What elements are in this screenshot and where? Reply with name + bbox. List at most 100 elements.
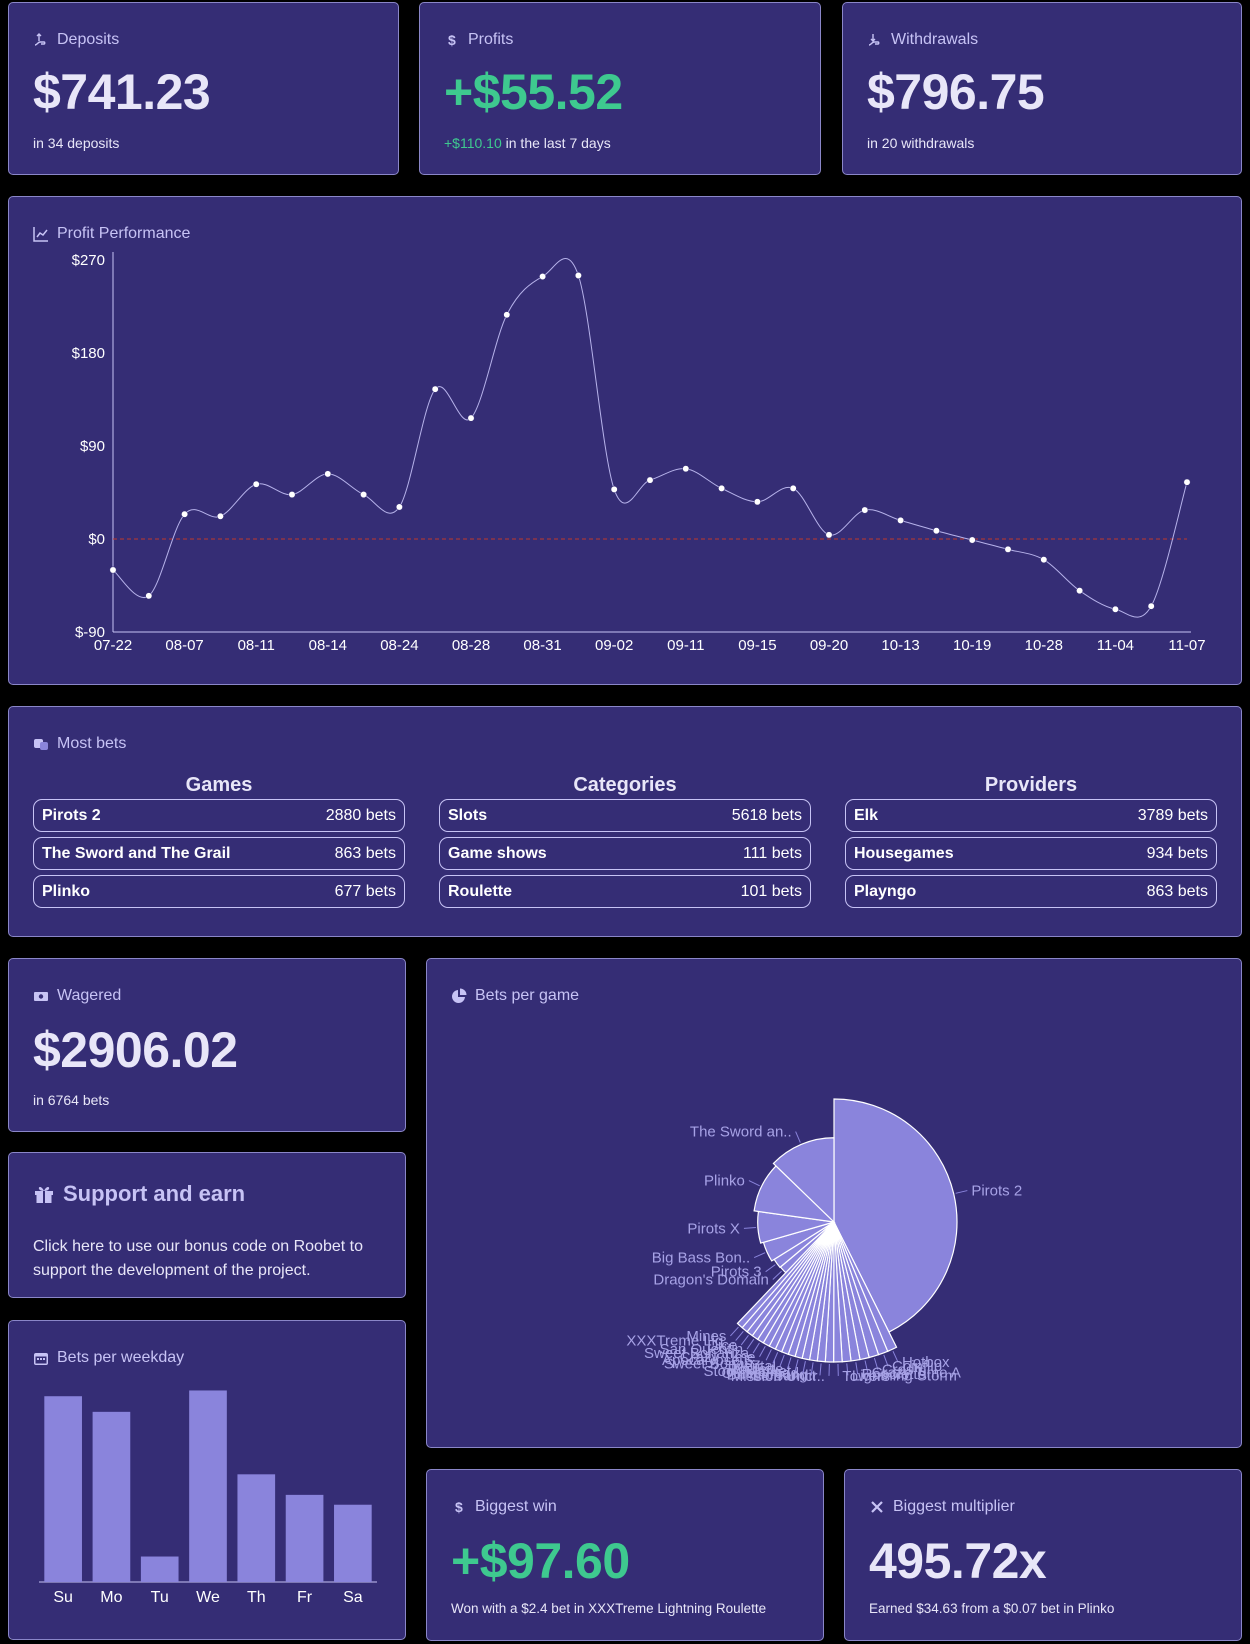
data-point xyxy=(682,465,690,473)
gift-icon xyxy=(35,1186,53,1203)
biggest-multiplier-card: Biggest multiplier 495.72x Earned $34.63… xyxy=(844,1469,1242,1641)
data-point xyxy=(216,512,224,520)
slice-label: Dice xyxy=(707,1337,737,1354)
x-tick-label: 07-22 xyxy=(94,637,132,654)
profit-series-line xyxy=(112,258,1188,618)
slice-label-line xyxy=(786,1357,792,1369)
support-card[interactable]: Support and earn Click here to use our b… xyxy=(8,1152,406,1298)
dice-icon xyxy=(34,739,48,750)
weekday-label: Th xyxy=(247,1589,266,1606)
data-point xyxy=(861,506,869,514)
slice-label: Lightning Storm xyxy=(852,1367,957,1384)
data-point xyxy=(1183,478,1191,486)
slice-label: Mission Uncr.. xyxy=(731,1368,825,1385)
profits-value: +$55.52 xyxy=(444,64,623,120)
biggest-multiplier-title: Biggest multiplier xyxy=(869,1498,1015,1516)
providers-item: Playngo 863 bets xyxy=(845,875,1217,908)
slice-label-line xyxy=(759,1346,766,1358)
data-point xyxy=(1076,587,1084,595)
data-point xyxy=(539,273,547,280)
data-point xyxy=(503,311,511,319)
categories-item: Roulette 101 bets xyxy=(439,875,811,908)
slice-label-line xyxy=(855,1362,859,1375)
slice-label: Le Bandit xyxy=(753,1367,817,1384)
x-tick-label: 10-13 xyxy=(881,637,919,654)
weekday-bar xyxy=(92,1411,131,1582)
weekday-bar xyxy=(285,1494,324,1582)
weekday-label: We xyxy=(196,1589,220,1606)
slice-label: San Quentin xyxy=(660,1341,743,1358)
slice-label-line xyxy=(743,1227,756,1229)
bets-per-game-card: Bets per game Pirots 2 Hotbox Coinflip Cras… xyxy=(426,958,1242,1448)
withdraw-hand-icon xyxy=(868,34,880,46)
bets-per-weekday-title: Bets per weekday xyxy=(33,1349,184,1367)
slice-label: Crash xyxy=(882,1362,922,1379)
x-tick-label: 09-11 xyxy=(667,637,704,654)
data-point xyxy=(610,485,618,493)
wagered-card: Wagered $2906.02 in 6764 bets xyxy=(8,958,406,1132)
game-slice xyxy=(736,1221,835,1329)
withdrawals-sub: in 20 withdrawals xyxy=(867,135,975,151)
slice-label-line xyxy=(752,1342,760,1354)
withdrawals-card: Withdrawals $796.75 in 20 withdrawals xyxy=(842,2,1242,175)
games-item: Plinko 677 bets xyxy=(33,875,405,908)
slice-label-line xyxy=(748,1180,760,1187)
support-text[interactable]: Click here to use our bonus code on Roob… xyxy=(33,1238,363,1279)
x-tick-label: 11-04 xyxy=(1097,637,1134,654)
data-point xyxy=(825,531,833,539)
data-point xyxy=(1147,602,1155,610)
slice-label: Dragon's Domain xyxy=(653,1271,768,1288)
pie-chart-icon xyxy=(452,988,467,1003)
dollar-icon: $ xyxy=(448,32,456,48)
slice-label: Pirots 3 xyxy=(711,1264,762,1281)
games-heading: Games xyxy=(185,774,253,796)
weekday-label: Mo xyxy=(100,1589,122,1606)
data-point xyxy=(718,484,726,492)
slice-label-line xyxy=(746,1338,755,1350)
games-item: The Sword and The Grail 863 bets xyxy=(33,837,405,870)
weekday-bar-chart: Su Mo Tu We Th Fr Sa xyxy=(39,1390,377,1606)
biggest-multiplier-label: Biggest multiplier xyxy=(893,1498,1015,1515)
data-point xyxy=(897,516,905,524)
data-point xyxy=(574,272,582,279)
slice-label: Pirots X xyxy=(687,1220,740,1237)
x-tick-label: 08-24 xyxy=(380,637,418,654)
data-point xyxy=(467,414,475,422)
wagered-sub: in 6764 bets xyxy=(33,1092,110,1108)
slice-label-line xyxy=(779,1354,785,1367)
slice-label-line xyxy=(864,1360,869,1373)
most-bets-label: Most bets xyxy=(57,735,127,752)
providers-heading: Providers xyxy=(984,774,1078,796)
slice-label: Pirots 2 xyxy=(971,1183,1022,1200)
y-tick-label: $180 xyxy=(72,345,105,362)
slice-label: Mental xyxy=(731,1358,776,1375)
most-bets-card: Most bets Games Pirots 2 2880 bets The Sw… xyxy=(8,706,1242,937)
y-tick-label: $0 xyxy=(88,531,105,548)
x-tick-label: 11-07 xyxy=(1168,637,1205,654)
y-tick-label: $-90 xyxy=(75,624,105,641)
slice-label-line xyxy=(772,1352,779,1364)
categories-item: Game shows 111 bets xyxy=(439,837,811,870)
deposits-card: Deposits $741.23 in 34 deposits xyxy=(8,2,399,175)
slice-label-line xyxy=(765,1349,772,1361)
x-tick-label: 08-14 xyxy=(309,637,347,654)
bets-per-game-title: Bets per game xyxy=(451,987,579,1005)
data-point xyxy=(145,592,153,600)
profits-label: Profits xyxy=(468,31,514,48)
biggest-win-title: $ Biggest win xyxy=(451,1498,557,1516)
slice-label: The Sword an.. xyxy=(690,1124,792,1141)
profit-line-chart: $-90 $0 $90 $180 $270 07-22 08-07 08-11 08-14 08-… xyxy=(72,252,1206,654)
wagered-title: Wagered xyxy=(33,987,121,1005)
weekday-label: Tu xyxy=(151,1589,169,1606)
dollar-icon: $ xyxy=(455,1499,463,1515)
withdrawals-label: Withdrawals xyxy=(891,31,979,48)
providers-item: Housegames 934 bets xyxy=(845,837,1217,870)
slice-label: Roulette xyxy=(728,1361,784,1378)
support-title: Support and earn xyxy=(33,1181,245,1207)
bets-per-game-label: Bets per game xyxy=(475,987,580,1004)
profits-week-label: in the last 7 days xyxy=(501,135,611,151)
data-point xyxy=(789,484,797,492)
slice-label: Coinflip xyxy=(892,1358,942,1375)
weekday-bar xyxy=(44,1396,82,1582)
